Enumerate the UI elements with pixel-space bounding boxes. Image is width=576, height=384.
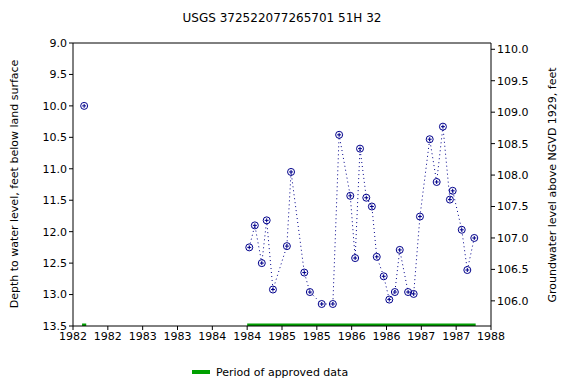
svg-text:1984: 1984 — [233, 330, 261, 343]
svg-text:110.0: 110.0 — [497, 43, 529, 56]
svg-text:1982: 1982 — [94, 330, 122, 343]
svg-text:10.0: 10.0 — [43, 100, 68, 113]
svg-text:11.0: 11.0 — [43, 163, 68, 176]
svg-text:107.0: 107.0 — [497, 232, 529, 245]
svg-text:13.0: 13.0 — [43, 288, 68, 301]
svg-text:Period of approved data: Period of approved data — [216, 366, 348, 379]
svg-text:12.5: 12.5 — [43, 257, 68, 270]
svg-text:USGS 372522077265701 51H 32: USGS 372522077265701 51H 32 — [183, 11, 382, 25]
svg-text:1987: 1987 — [407, 330, 435, 343]
svg-text:107.5: 107.5 — [497, 200, 529, 213]
svg-text:108.5: 108.5 — [497, 138, 529, 151]
svg-text:106.5: 106.5 — [497, 263, 529, 276]
svg-text:9.5: 9.5 — [50, 68, 68, 81]
svg-text:9.0: 9.0 — [50, 37, 68, 50]
svg-text:13.5: 13.5 — [43, 320, 68, 333]
svg-text:1988: 1988 — [477, 330, 505, 343]
svg-text:1987: 1987 — [442, 330, 470, 343]
svg-text:1983: 1983 — [164, 330, 192, 343]
svg-text:10.5: 10.5 — [43, 131, 68, 144]
svg-text:108.0: 108.0 — [497, 169, 529, 182]
svg-text:109.0: 109.0 — [497, 106, 529, 119]
svg-text:Depth to water level, feet bel: Depth to water level, feet below land su… — [8, 59, 21, 308]
svg-text:1986: 1986 — [338, 330, 366, 343]
svg-text:11.5: 11.5 — [43, 194, 68, 207]
svg-text:1986: 1986 — [373, 330, 401, 343]
svg-text:1985: 1985 — [268, 330, 296, 343]
svg-text:12.0: 12.0 — [43, 226, 68, 239]
svg-text:109.5: 109.5 — [497, 75, 529, 88]
svg-text:Groundwater level above NGVD 1: Groundwater level above NGVD 1929, feet — [546, 67, 559, 303]
svg-text:1984: 1984 — [198, 330, 226, 343]
svg-text:1985: 1985 — [303, 330, 331, 343]
svg-text:1983: 1983 — [129, 330, 157, 343]
svg-text:106.0: 106.0 — [497, 295, 529, 308]
svg-text:1982: 1982 — [59, 329, 87, 343]
